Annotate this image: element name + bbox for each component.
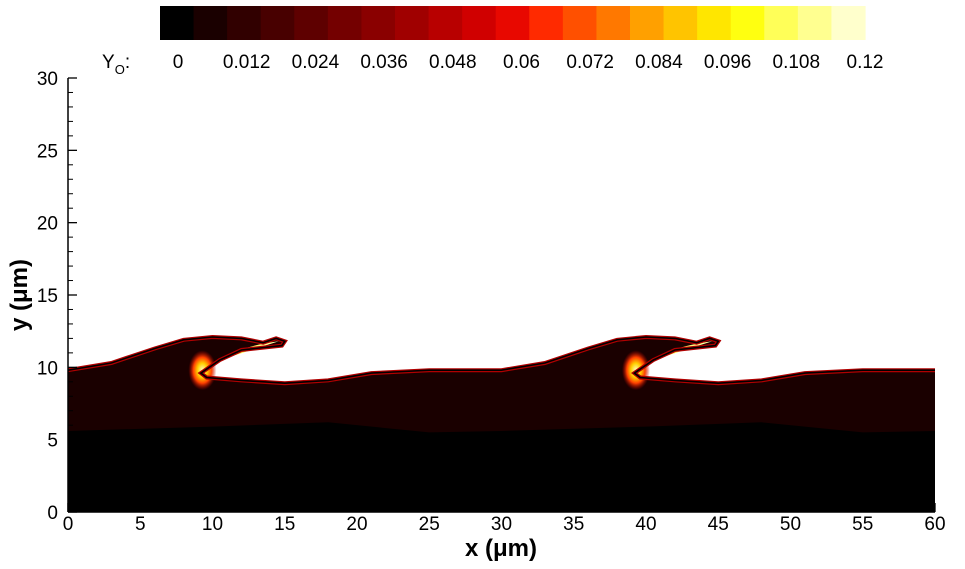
x-tick-label: 20 — [346, 514, 367, 535]
y-axis-ticks: 0 5 10 15 20 25 30 — [37, 69, 77, 524]
colorbar-tick-label: 0.048 — [429, 52, 477, 73]
y-tick-label: 30 — [37, 69, 58, 90]
colorbar-swatch — [630, 6, 665, 40]
colorbar-swatch — [697, 6, 732, 40]
colorbar-swatch — [395, 6, 430, 40]
colorbar — [160, 6, 866, 40]
colorbar-swatch — [428, 6, 463, 40]
interface-contour-line — [68, 336, 935, 385]
concentration-field — [68, 334, 935, 512]
colorbar-swatch — [529, 6, 564, 40]
core-region — [68, 422, 935, 512]
colorbar-swatch — [562, 6, 598, 40]
y-tick-label: 5 — [47, 431, 58, 452]
x-tick-label: 25 — [419, 514, 440, 535]
y-tick-label: 10 — [37, 358, 58, 379]
colorbar-tick-label: 0 — [173, 52, 184, 73]
colorbar-swatch — [227, 6, 262, 40]
colorbar-swatch — [797, 6, 833, 40]
colorbar-swatch — [193, 6, 228, 40]
colorbar-swatch — [327, 6, 363, 40]
colorbar-tick-label: 0.108 — [773, 52, 821, 73]
colorbar-swatch — [831, 6, 866, 40]
x-tick-label: 45 — [708, 514, 729, 535]
colorbar-tick-label: 0.012 — [223, 52, 271, 73]
x-tick-label: 50 — [780, 514, 801, 535]
colorbar-tick-label: 0.06 — [503, 52, 540, 73]
colorbar-tick-label: 0.024 — [292, 52, 340, 73]
x-axis-ticks: 0 5 10 15 20 25 30 35 40 45 50 55 60 — [63, 503, 946, 535]
colorbar-swatch — [764, 6, 799, 40]
colorbar-tick-label: 0.084 — [635, 52, 683, 73]
colorbar-tick-label: 0.072 — [566, 52, 614, 73]
colorbar-tick-label: 0.096 — [704, 52, 752, 73]
y-axis-title: y (μm) — [6, 259, 33, 331]
x-tick-label: 30 — [491, 514, 512, 535]
y-tick-label: 25 — [37, 141, 58, 162]
x-tick-label: 60 — [924, 514, 945, 535]
x-tick-label: 40 — [635, 514, 656, 535]
colorbar-swatch — [294, 6, 329, 40]
colorbar-tick-labels: 0 0.012 0.024 0.036 0.048 0.06 0.072 0.084 0.096… — [173, 52, 884, 73]
x-tick-label: 35 — [563, 514, 584, 535]
x-tick-label: 0 — [63, 514, 74, 535]
colorbar-swatch — [160, 6, 195, 40]
colorbar-tick-label: 0.12 — [847, 52, 884, 73]
colorbar-swatch — [730, 6, 765, 40]
x-tick-label: 15 — [274, 514, 295, 535]
x-tick-label: 55 — [852, 514, 873, 535]
x-tick-label: 10 — [202, 514, 223, 535]
colorbar-tick-label: 0.036 — [360, 52, 408, 73]
x-axis-title: x (μm) — [465, 535, 537, 562]
y-tick-label: 20 — [37, 214, 58, 235]
x-tick-label: 5 — [135, 514, 146, 535]
y-tick-label: 15 — [37, 286, 58, 307]
colorbar-title: YO: — [102, 52, 130, 77]
colorbar-swatch — [495, 6, 530, 40]
colorbar-swatch — [260, 6, 295, 40]
colorbar-swatch — [361, 6, 396, 40]
y-tick-label: 0 — [47, 503, 58, 524]
colorbar-swatch — [462, 6, 497, 40]
colorbar-swatch — [596, 6, 631, 40]
colorbar-swatch — [663, 6, 698, 40]
